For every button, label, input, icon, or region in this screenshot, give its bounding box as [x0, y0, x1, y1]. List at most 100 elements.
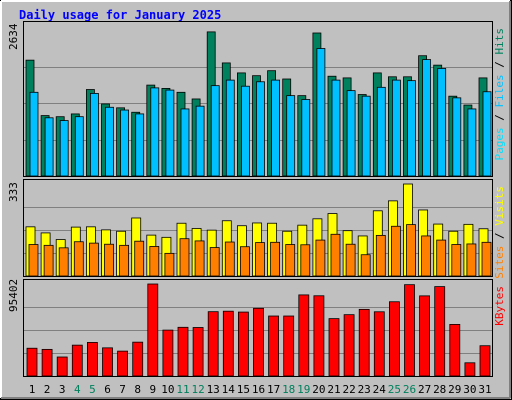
sites-bar [315, 239, 326, 277]
files-bar [437, 68, 447, 177]
sites-bar [375, 234, 386, 277]
x-axis-day-label: 17 [267, 383, 280, 396]
kbytes-bar [464, 362, 476, 377]
sites-bar [466, 243, 477, 277]
x-axis-day-label: 2 [44, 383, 51, 396]
sites-bar [421, 235, 432, 277]
sites-bar [345, 243, 356, 277]
sites-bar [239, 246, 250, 277]
x-axis-day-label: 21 [327, 383, 340, 396]
x-axis-day-label: 28 [433, 383, 446, 396]
files-bar [407, 80, 416, 177]
x-axis-day-labels: 1 2 3 4 5 6 7 8 9 10 11 12 13 14 15 16 17 18 19 20 21 22 23 24 2… [29, 383, 492, 396]
files-bar [180, 108, 190, 177]
files-bar [286, 95, 296, 177]
files-bar [271, 79, 281, 177]
kbytes-bar [434, 286, 446, 377]
legend-hits: Hits [493, 28, 506, 55]
sites-bar [104, 243, 114, 277]
files-bar [361, 95, 371, 177]
kbytes-bar [479, 345, 491, 377]
files-bar [150, 87, 160, 177]
kbytes-bar [222, 310, 234, 377]
legend-kbytes: KBytes [493, 286, 506, 326]
kbytes-bar [313, 295, 325, 377]
x-axis-day-label: 5 [89, 383, 96, 396]
files-bar [422, 59, 432, 177]
x-axis-day-label: 10 [161, 383, 174, 396]
files-bar [120, 109, 129, 177]
x-axis-day-label: 4 [74, 383, 81, 396]
kbytes-bar [283, 315, 295, 377]
chart-title: Daily usage for January 2025 [19, 8, 221, 22]
kbytes-bar [343, 314, 355, 377]
hits-panel: 2634 Pages / Files / Hits [7, 21, 506, 177]
x-axis-day-label: 23 [358, 383, 371, 396]
x-axis-day-label: 12 [191, 383, 204, 396]
kbytes-bar [162, 329, 174, 377]
files-bar [90, 93, 99, 177]
kbytes-bar [41, 348, 53, 377]
x-axis-day-label: 22 [342, 383, 355, 396]
kbytes-bar [298, 294, 310, 377]
files-bar [59, 120, 69, 177]
x-axis-day-label: 16 [252, 383, 265, 396]
x-axis-day-label: 24 [373, 383, 387, 396]
kbytes-bars [26, 283, 491, 377]
hits-ymax-label: 2634 [7, 23, 20, 50]
files-bar [391, 79, 401, 177]
files-bar [105, 106, 114, 177]
x-axis-day-label: 20 [312, 383, 325, 396]
files-bar [376, 86, 386, 177]
files-bar [225, 79, 235, 177]
sites-bar [58, 247, 69, 277]
kbytes-bar [373, 311, 385, 377]
files-bar [44, 117, 54, 177]
kbytes-bar [71, 344, 83, 377]
visits-legend: Sites / Visits [493, 186, 506, 279]
legend-sep-2: / [493, 55, 506, 75]
sites-bar [209, 247, 220, 277]
files-bar [165, 89, 175, 177]
x-axis-day-label: 15 [237, 383, 250, 396]
sites-bar [406, 224, 416, 277]
x-axis-day-label: 18 [282, 383, 295, 396]
legend-pages: Pages [493, 127, 506, 160]
kbytes-bar [102, 347, 113, 377]
sites-bar [300, 244, 311, 277]
kbytes-bar [87, 342, 98, 377]
legend-sep-1: / [493, 108, 506, 128]
files-bar [316, 48, 326, 177]
kbytes-ymax-label: 95402 [7, 279, 20, 312]
legend-sep-3: / [493, 226, 506, 246]
files-bar [467, 108, 477, 177]
sites-bar [270, 241, 281, 277]
kbytes-bar [388, 301, 400, 377]
kbytes-bar [404, 284, 415, 377]
sites-bar [330, 233, 341, 277]
x-axis-day-label: 31 [478, 383, 491, 396]
files-bar [346, 90, 356, 177]
files-bar [74, 116, 84, 177]
sites-bar [224, 241, 235, 277]
x-axis-day-label: 13 [207, 383, 220, 396]
files-bar [135, 113, 145, 177]
sites-bar [451, 244, 462, 277]
kbytes-bar [117, 350, 128, 377]
x-axis-day-label: 11 [176, 383, 189, 396]
files-bar [452, 97, 462, 177]
files-bar [331, 79, 341, 177]
kbytes-bar [26, 347, 38, 377]
visits-ymax-label: 333 [7, 182, 20, 202]
sites-bar [134, 240, 145, 277]
sites-bar [360, 254, 371, 277]
x-axis-day-label: 30 [463, 383, 476, 396]
sites-bar [28, 244, 39, 277]
kbytes-legend-text: KBytes [493, 286, 506, 326]
x-axis-day-label: 26 [403, 383, 416, 396]
hits-bars [25, 31, 492, 177]
kbytes-bar [147, 283, 159, 377]
x-axis-day-label: 19 [297, 383, 310, 396]
kbytes-bar [207, 311, 219, 377]
kbytes-panel: 95402 KBytes [7, 279, 506, 377]
